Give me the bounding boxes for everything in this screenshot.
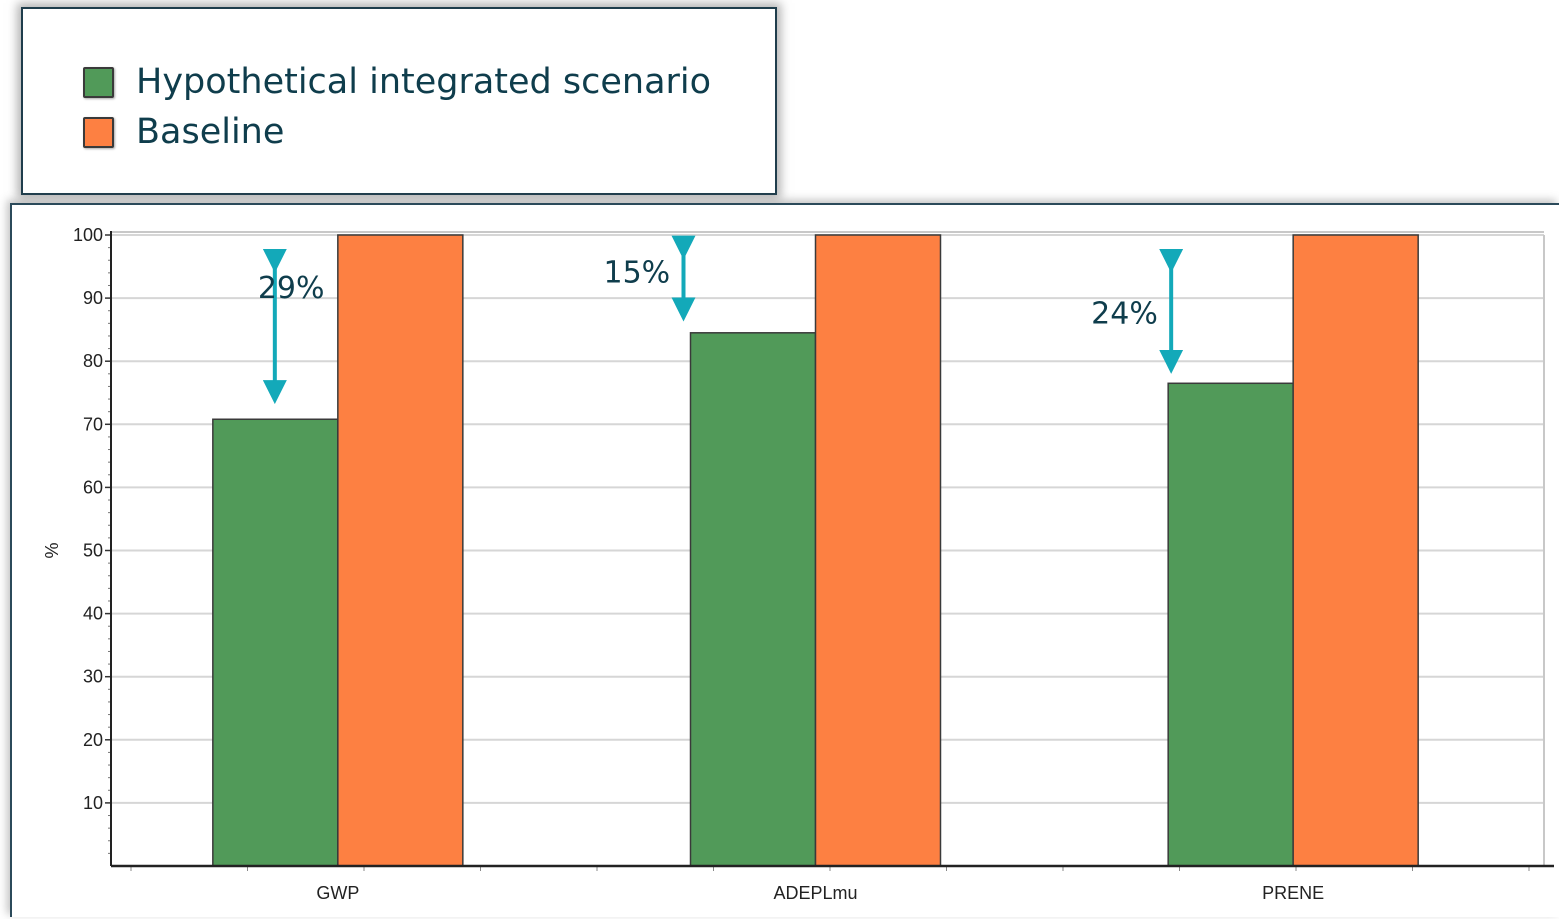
bar-prene-scenario (1167, 382, 1294, 867)
difference-label: 29% (258, 271, 325, 306)
y-tick-label: 90 (83, 288, 103, 308)
y-tick-label: 30 (83, 667, 103, 687)
legend-label-baseline: Baseline (136, 112, 285, 152)
bars (212, 234, 1419, 867)
y-tick-label: 60 (83, 477, 103, 497)
y-tick-label: 80 (83, 351, 103, 371)
bar-gwp-scenario (212, 418, 339, 867)
bar-prene-baseline (1292, 234, 1419, 867)
legend: Hypothetical integrated scenario Baselin… (21, 7, 777, 195)
bar-adeplmu-scenario (689, 332, 817, 867)
difference-label: 15% (604, 255, 671, 290)
bar-chart: 10 20 30 40 50 60 70 80 90 100 GWP ADEPLmu PRENE% 29… (41, 225, 1554, 903)
chart-panel: 10 20 30 40 50 60 70 80 90 100 GWP ADEPLmu PRENE% 29… (10, 203, 1559, 917)
legend-swatch-baseline (83, 116, 114, 148)
legend-label-scenario: Hypothetical integrated scenario (136, 62, 712, 102)
y-tick-label: 50 (83, 541, 103, 561)
x-tick-label: ADEPLmu (773, 883, 857, 903)
legend-swatch-scenario (83, 66, 114, 98)
bar-adeplmu-baseline (814, 234, 942, 867)
bar-gwp-baseline (337, 234, 464, 867)
legend-item-baseline: Baseline (83, 112, 284, 152)
y-tick-label: 10 (83, 793, 103, 813)
axes: 10 20 30 40 50 60 70 80 90 100 GWP ADEPLmu PRENE% (41, 225, 1554, 903)
y-tick-label: 40 (83, 604, 103, 624)
y-tick-label: 20 (83, 730, 103, 750)
legend-item-scenario: Hypothetical integrated scenario (83, 62, 711, 102)
x-tick-label: GWP (316, 883, 359, 903)
annotations: 29% 15% 24% (258, 235, 1184, 405)
difference-label: 24% (1091, 296, 1158, 331)
y-tick-label: 100 (73, 225, 103, 245)
y-tick-label: 70 (83, 414, 103, 434)
x-tick-label: PRENE (1262, 883, 1324, 903)
y-axis-label: % (41, 542, 61, 558)
